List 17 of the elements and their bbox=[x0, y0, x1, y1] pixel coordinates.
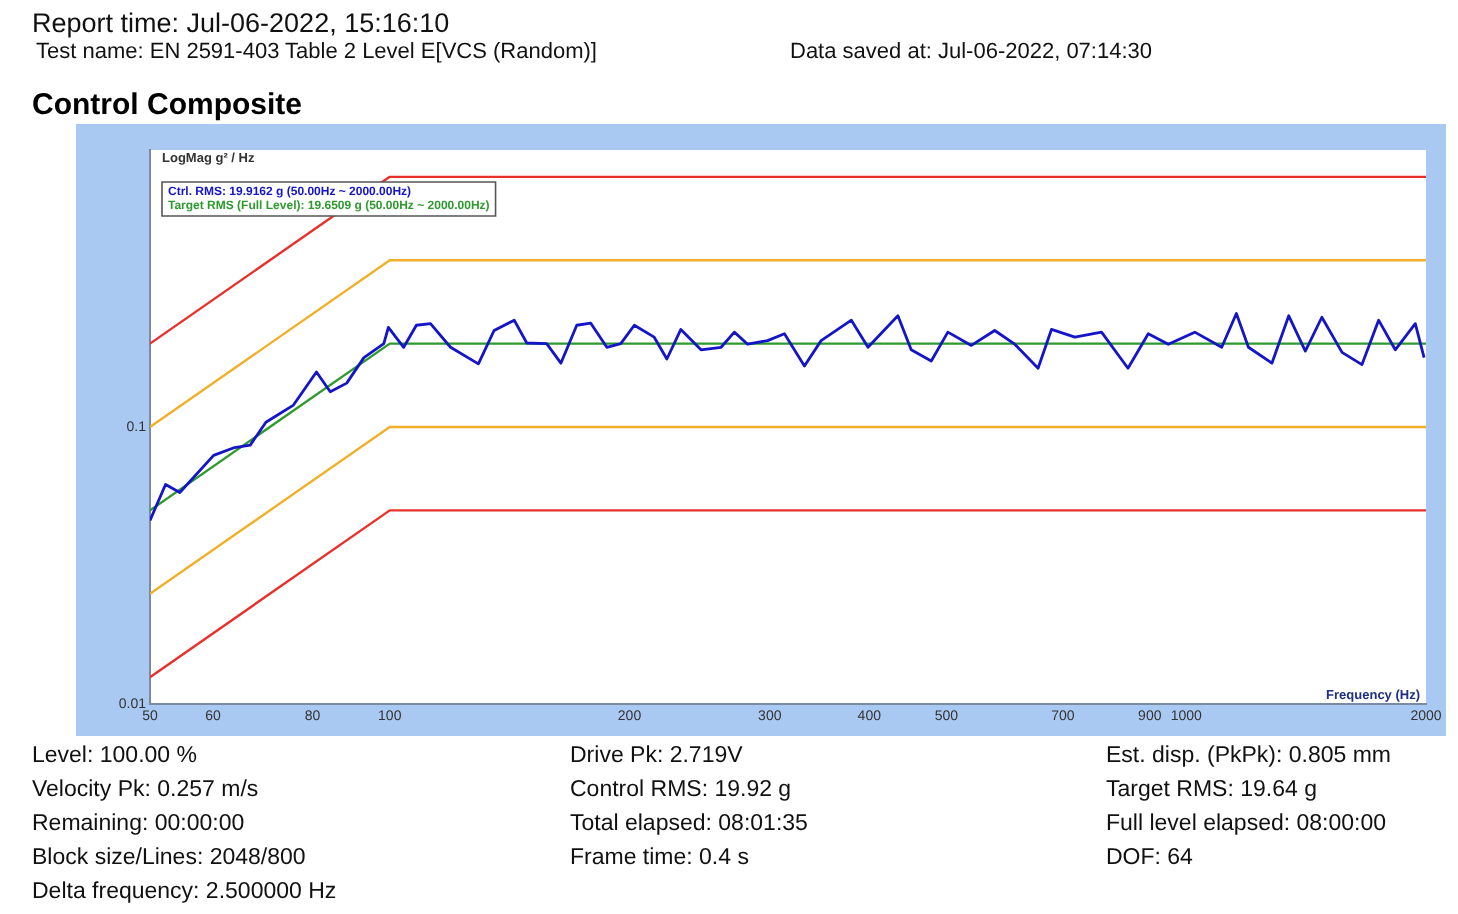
text: Total elapsed: 08:01:35 bbox=[570, 810, 810, 840]
text: Full level elapsed: 08:00:00 bbox=[1106, 810, 1389, 840]
text: Block size/Lines: 2048/800 bbox=[32, 844, 308, 874]
text: Report time: Jul-06-2022, 15:16:10 bbox=[32, 8, 450, 38]
text: Test name: EN 2591-403 Table 2 Level E[VCS (Random)] bbox=[36, 40, 597, 64]
chart-title: Control Composite bbox=[32, 88, 302, 122]
text: Frame time: 0.4 s bbox=[570, 844, 751, 874]
text: Control RMS: 19.92 g bbox=[570, 776, 794, 806]
text: Delta frequency: 2.500000 Hz bbox=[32, 878, 339, 908]
text: Velocity Pk: 0.257 m/s bbox=[32, 776, 261, 806]
text: Level: 100.00 % bbox=[32, 742, 199, 772]
text: Target RMS: 19.64 g bbox=[1106, 776, 1319, 806]
text: Remaining: 00:00:00 bbox=[32, 810, 247, 840]
text: Est. disp. (PkPk): 0.805 mm bbox=[1106, 742, 1394, 772]
text: Drive Pk: 2.719V bbox=[570, 742, 745, 772]
text: DOF: 64 bbox=[1106, 844, 1195, 874]
text: Data saved at: Jul-06-2022, 07:14:30 bbox=[790, 40, 1153, 64]
